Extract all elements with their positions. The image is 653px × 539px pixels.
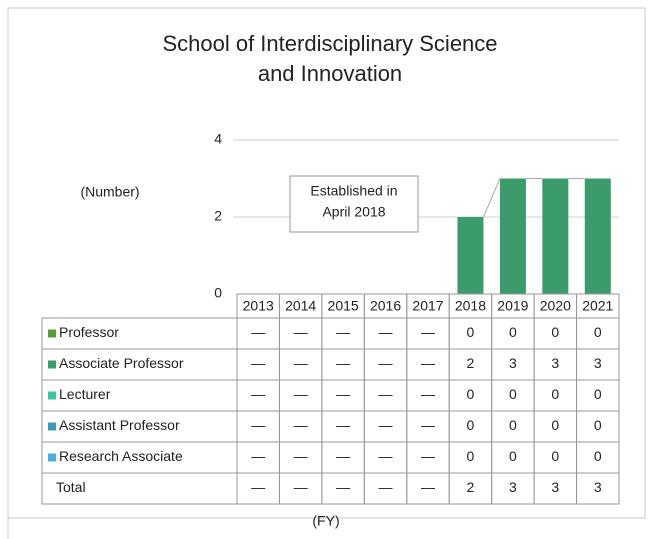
table-cell bbox=[576, 472, 620, 505]
chart-title: and Innovation bbox=[258, 61, 402, 86]
x-tick-label: 2014 bbox=[285, 298, 316, 314]
legend-swatch bbox=[48, 422, 56, 431]
table-value: — bbox=[294, 417, 308, 433]
y-tick-label: 2 bbox=[214, 208, 222, 224]
table-value: — bbox=[251, 355, 265, 371]
legend-label: Lecturer bbox=[59, 386, 111, 402]
table-value: 0 bbox=[551, 448, 559, 464]
legend-swatch bbox=[48, 391, 56, 400]
table-value: — bbox=[421, 479, 435, 495]
table-value: — bbox=[251, 417, 265, 433]
table-value: 0 bbox=[467, 448, 475, 464]
y-axis-label: (Number) bbox=[80, 184, 139, 200]
table-value: 3 bbox=[551, 479, 559, 495]
table-value: 2 bbox=[467, 355, 475, 371]
table-value: — bbox=[294, 448, 308, 464]
table-value: 3 bbox=[509, 355, 517, 371]
table-value: 0 bbox=[551, 386, 559, 402]
annotation: April 2018 bbox=[322, 204, 385, 220]
legend-swatch bbox=[48, 329, 56, 338]
series-line bbox=[482, 178, 501, 218]
table-value: 2 bbox=[467, 479, 475, 495]
table-value: — bbox=[421, 417, 435, 433]
table-value: — bbox=[251, 324, 265, 340]
x-tick-label: 2013 bbox=[243, 298, 274, 314]
table-value: 0 bbox=[509, 386, 517, 402]
table-value: — bbox=[251, 479, 265, 495]
table-value: — bbox=[251, 448, 265, 464]
y-tick-label: 4 bbox=[214, 131, 222, 147]
table-value: 0 bbox=[594, 448, 602, 464]
table-value: — bbox=[294, 386, 308, 402]
table-value: 0 bbox=[594, 324, 602, 340]
x-tick-label: 2020 bbox=[540, 298, 571, 314]
bar bbox=[584, 178, 611, 294]
table-value: — bbox=[421, 355, 435, 371]
table-value: — bbox=[379, 417, 393, 433]
table-value: — bbox=[379, 448, 393, 464]
table-value: — bbox=[294, 355, 308, 371]
legend-label: Professor bbox=[59, 324, 119, 340]
table-value: — bbox=[379, 386, 393, 402]
legend-label: Total bbox=[56, 479, 86, 495]
table-value: 0 bbox=[509, 324, 517, 340]
x-tick-label: 2015 bbox=[328, 298, 359, 314]
table-value: 3 bbox=[551, 355, 559, 371]
chart-title: School of Interdisciplinary Science bbox=[162, 31, 497, 56]
table-value: — bbox=[336, 386, 350, 402]
table-value: 0 bbox=[551, 324, 559, 340]
legend-label: Research Associate bbox=[59, 448, 183, 464]
table-value: 0 bbox=[467, 417, 475, 433]
table-value: — bbox=[336, 417, 350, 433]
annotation: Established in bbox=[310, 183, 397, 199]
table-value: — bbox=[421, 324, 435, 340]
table-value: 3 bbox=[594, 355, 602, 371]
table-value: 0 bbox=[467, 386, 475, 402]
x-tick-label: 2018 bbox=[455, 298, 486, 314]
table-value: — bbox=[379, 355, 393, 371]
legend-swatch bbox=[48, 453, 56, 462]
x-axis-label: (FY) bbox=[312, 513, 339, 529]
annotation-box bbox=[289, 175, 419, 233]
table-value: — bbox=[379, 324, 393, 340]
bar bbox=[457, 217, 484, 294]
table-value: — bbox=[294, 324, 308, 340]
x-tick-label: 2021 bbox=[582, 298, 613, 314]
frame bbox=[7, 7, 646, 519]
legend-swatch bbox=[48, 360, 56, 369]
table-value: — bbox=[336, 355, 350, 371]
legend-label: Assistant Professor bbox=[59, 417, 180, 433]
y-tick-label: 0 bbox=[214, 285, 222, 301]
x-tick-label: 2017 bbox=[412, 298, 443, 314]
table-value: 0 bbox=[594, 386, 602, 402]
bar bbox=[499, 178, 526, 294]
table-value: — bbox=[379, 479, 393, 495]
table-value: 0 bbox=[467, 324, 475, 340]
table-value: — bbox=[294, 479, 308, 495]
table-value: — bbox=[336, 448, 350, 464]
table-value: 0 bbox=[551, 417, 559, 433]
table-value: 0 bbox=[509, 417, 517, 433]
table-value: 3 bbox=[509, 479, 517, 495]
table-value: — bbox=[421, 386, 435, 402]
table-value: — bbox=[336, 324, 350, 340]
x-tick-label: 2016 bbox=[370, 298, 401, 314]
table-value: — bbox=[421, 448, 435, 464]
table-value: 0 bbox=[509, 448, 517, 464]
bar bbox=[542, 178, 569, 294]
table-value: — bbox=[336, 479, 350, 495]
table-value: — bbox=[251, 386, 265, 402]
x-tick-label: 2019 bbox=[497, 298, 528, 314]
legend-label: Associate Professor bbox=[59, 355, 184, 371]
table-value: 0 bbox=[594, 417, 602, 433]
table-value: 3 bbox=[594, 479, 602, 495]
